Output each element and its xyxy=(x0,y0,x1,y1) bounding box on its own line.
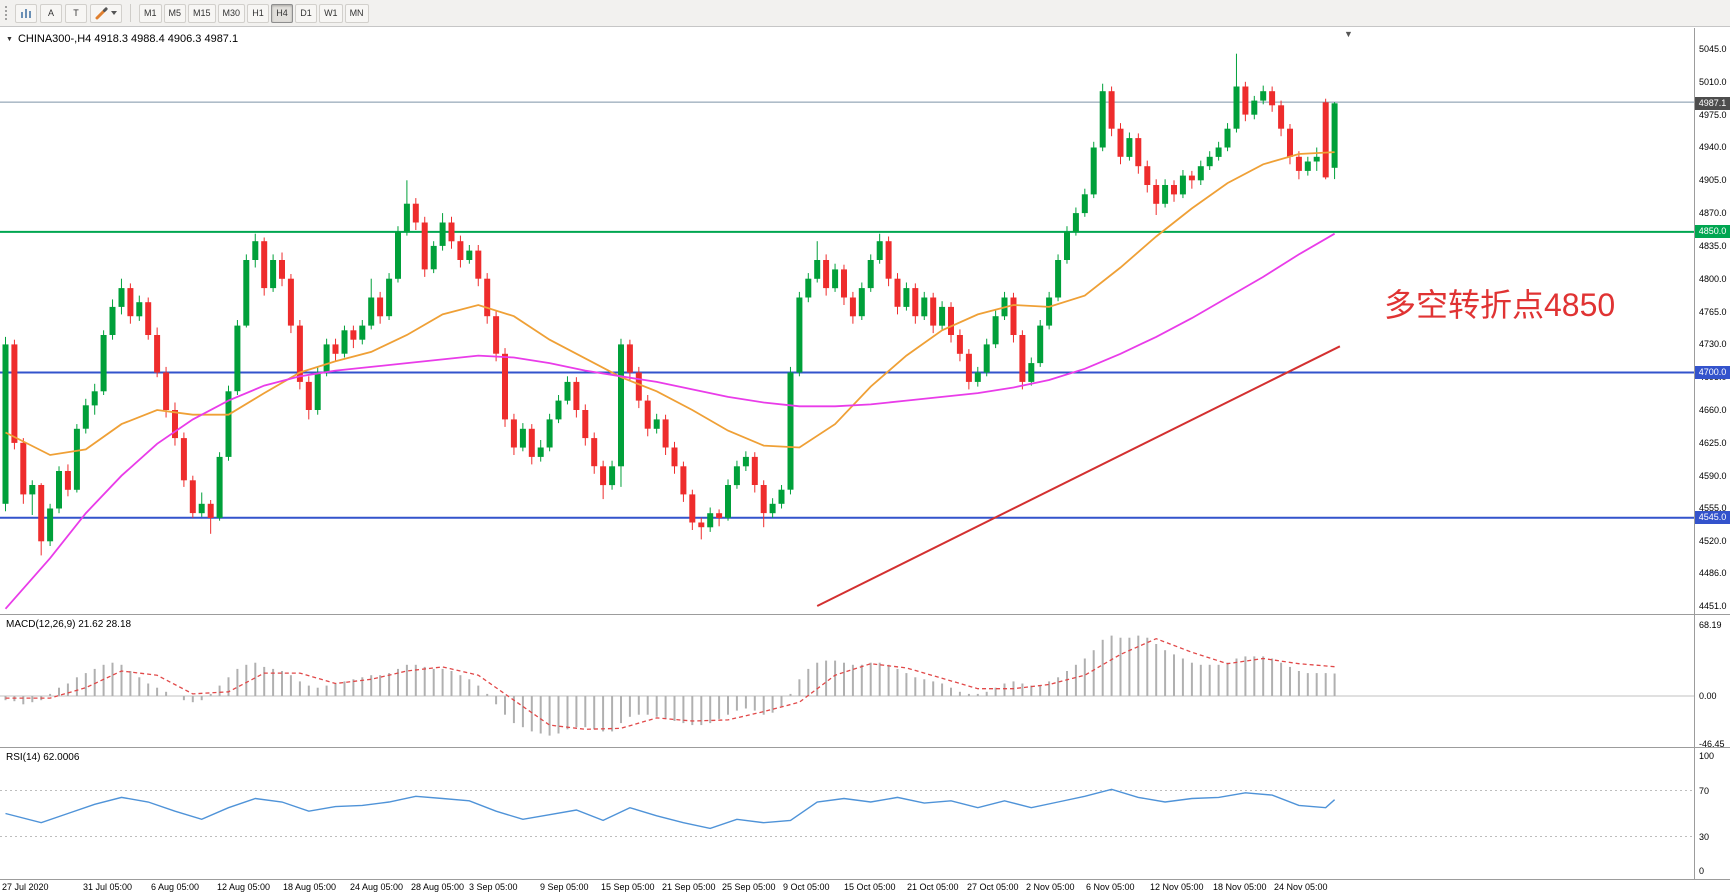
price-axis-label: 4765.0 xyxy=(1699,307,1727,317)
timeframe-button-mn[interactable]: MN xyxy=(344,3,369,23)
price-axis-label: 4590.0 xyxy=(1699,471,1727,481)
price-axis-label: 4660.0 xyxy=(1699,405,1727,415)
candlestick-chart[interactable] xyxy=(0,28,1694,614)
symbol-ohlc-header: ▼ CHINA300-,H4 4918.3 4988.4 4906.3 4987… xyxy=(6,33,238,45)
crayon-dropdown-button[interactable] xyxy=(90,3,122,23)
price-axis[interactable]: 5045.0 5010.0 4975.0 4940.0 4905.0 4870.0 4835… xyxy=(1695,28,1730,879)
crayon-icon xyxy=(95,6,108,19)
price-axis-label: 4625.0 xyxy=(1699,438,1727,448)
ma-orange-line xyxy=(5,151,1335,456)
price-badge: 4545.0 xyxy=(1695,511,1730,524)
price-axis-label: 4835.0 xyxy=(1699,241,1727,251)
macd-panel-separator[interactable] xyxy=(0,614,1730,615)
time-axis-label: 21 Sep 05:00 xyxy=(662,882,716,892)
rsi-label: RSI(14) 62.0006 xyxy=(6,752,80,763)
time-axis-label: 24 Aug 05:00 xyxy=(350,882,404,892)
macd-signal-line xyxy=(5,637,1335,730)
time-axis-separator xyxy=(0,879,1730,880)
time-axis-label: 6 Nov 05:00 xyxy=(1086,882,1135,892)
rsi-axis-label: 0 xyxy=(1699,866,1705,876)
chevron-down-icon xyxy=(111,11,117,15)
time-axis-label: 2 Nov 05:00 xyxy=(1026,882,1075,892)
macd-panel[interactable] xyxy=(0,615,1694,747)
time-axis-label: 28 Aug 05:00 xyxy=(411,882,465,892)
timeframe-button-m30[interactable]: M30 xyxy=(217,3,246,23)
time-axis-label: 9 Sep 05:00 xyxy=(540,882,589,892)
toolbar-grip[interactable] xyxy=(4,5,9,21)
macd-histogram xyxy=(4,635,1336,736)
candles-layer xyxy=(2,53,1338,556)
price-axis-label: 4940.0 xyxy=(1699,142,1727,152)
price-axis-label: 4975.0 xyxy=(1699,110,1727,120)
rsi-line xyxy=(5,788,1336,830)
timeframe-button-d1[interactable]: D1 xyxy=(295,3,318,23)
price-axis-label: 4520.0 xyxy=(1699,536,1727,546)
rsi-panel[interactable] xyxy=(0,748,1694,879)
timeframe-button-m1[interactable]: M1 xyxy=(139,3,162,23)
macd-axis-label: 68.19 xyxy=(1699,620,1722,630)
rsi-panel-separator[interactable] xyxy=(0,747,1730,748)
bar-chart-icon xyxy=(21,8,31,18)
timeframe-button-w1[interactable]: W1 xyxy=(319,3,343,23)
price-axis-label: 4870.0 xyxy=(1699,208,1727,218)
time-axis-label: 9 Oct 05:00 xyxy=(783,882,830,892)
time-axis-label: 25 Sep 05:00 xyxy=(722,882,776,892)
chart-annotation: 多空转折点4850 xyxy=(1384,287,1616,323)
price-badge: 4850.0 xyxy=(1695,225,1730,238)
time-axis-label: 12 Aug 05:00 xyxy=(217,882,271,892)
symbol-dropdown-icon[interactable]: ▼ xyxy=(6,35,13,43)
macd-axis-label: 0.00 xyxy=(1699,691,1717,701)
timeframe-button-h1[interactable]: H1 xyxy=(247,3,270,23)
time-axis-label: 15 Sep 05:00 xyxy=(601,882,655,892)
symbol-ohlc-text: CHINA300-,H4 4918.3 4988.4 4906.3 4987.1 xyxy=(17,33,239,45)
price-axis-label: 4486.0 xyxy=(1699,568,1727,578)
price-axis-label: 4730.0 xyxy=(1699,339,1727,349)
rsi-axis-label: 70 xyxy=(1699,786,1710,796)
trendline[interactable] xyxy=(816,345,1341,607)
timeframe-buttons: M1 M5 M15 M30 H1 H4 D1 W1 MN xyxy=(139,3,369,23)
price-axis-label: 4800.0 xyxy=(1699,274,1727,284)
rsi-axis-label: 30 xyxy=(1699,832,1710,842)
time-axis-label: 18 Aug 05:00 xyxy=(283,882,337,892)
time-axis-label: 15 Oct 05:00 xyxy=(844,882,896,892)
ma-magenta-line xyxy=(4,232,1336,610)
time-axis-label: 21 Oct 05:00 xyxy=(907,882,959,892)
price-axis-label: 4905.0 xyxy=(1699,175,1727,185)
time-axis-label: 18 Nov 05:00 xyxy=(1213,882,1267,892)
toolbar: A T M1 M5 M15 M30 H1 H4 D1 W1 MN xyxy=(0,0,1730,27)
macd-label: MACD(12,26,9) 21.62 28.18 xyxy=(6,619,132,630)
rsi-axis-label: 100 xyxy=(1699,751,1715,761)
time-axis-label: 31 Jul 05:00 xyxy=(83,882,133,892)
time-axis-label: 27 Oct 05:00 xyxy=(967,882,1019,892)
price-axis-label: 5010.0 xyxy=(1699,77,1727,87)
time-axis[interactable]: 27 Jul 2020 31 Jul 05:00 6 Aug 05:00 12 Aug… xyxy=(0,880,1694,896)
price-axis-label: 5045.0 xyxy=(1699,44,1727,54)
time-axis-label: 24 Nov 05:00 xyxy=(1274,882,1328,892)
timeframe-button-m5[interactable]: M5 xyxy=(163,3,187,23)
timeframe-button-m15[interactable]: M15 xyxy=(188,3,216,23)
toolbar-separator xyxy=(130,4,131,22)
chart-shift-marker[interactable]: ▼ xyxy=(1344,29,1353,39)
macd-axis-label: -46.45 xyxy=(1699,739,1725,749)
timeframe-button-h4[interactable]: H4 xyxy=(271,3,294,23)
cursor-a-button[interactable]: A xyxy=(40,3,62,23)
time-axis-label: 27 Jul 2020 xyxy=(2,882,49,892)
text-t-button[interactable]: T xyxy=(65,3,87,23)
chart-window-button[interactable] xyxy=(15,3,37,23)
time-axis-label: 6 Aug 05:00 xyxy=(151,882,200,892)
price-badge: 4700.0 xyxy=(1695,366,1730,379)
time-axis-label: 3 Sep 05:00 xyxy=(469,882,518,892)
time-axis-label: 12 Nov 05:00 xyxy=(1150,882,1204,892)
price-axis-label: 4451.0 xyxy=(1699,601,1727,611)
price-badge: 4987.1 xyxy=(1695,97,1730,110)
price-axis-separator xyxy=(1694,28,1695,879)
price-axis-label: 4555.0 xyxy=(1699,503,1727,513)
